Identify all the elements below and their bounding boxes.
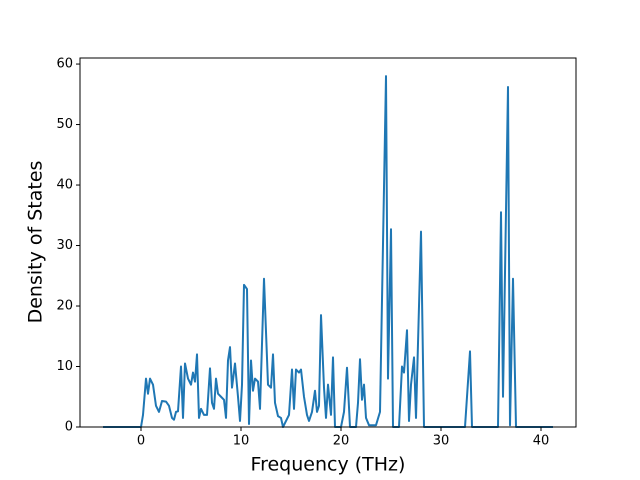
y-tick-label: 50 [56, 117, 73, 132]
x-tick-label: 30 [433, 434, 450, 449]
y-tick-label: 30 [56, 238, 73, 253]
plot-frame [79, 57, 577, 428]
x-tick-label: 10 [233, 434, 250, 449]
y-axis-label: Density of States [25, 161, 47, 324]
x-tick-label: 40 [533, 434, 550, 449]
y-tick-label: 0 [65, 420, 73, 435]
x-tick-label: 0 [137, 434, 145, 449]
x-axis-label: Frequency (THz) [251, 454, 406, 476]
y-tick-label: 40 [56, 178, 73, 193]
x-tick-label: 20 [333, 434, 350, 449]
y-tick-label: 60 [56, 57, 73, 72]
y-tick-label: 20 [56, 299, 73, 314]
y-tick-label: 10 [56, 359, 73, 374]
